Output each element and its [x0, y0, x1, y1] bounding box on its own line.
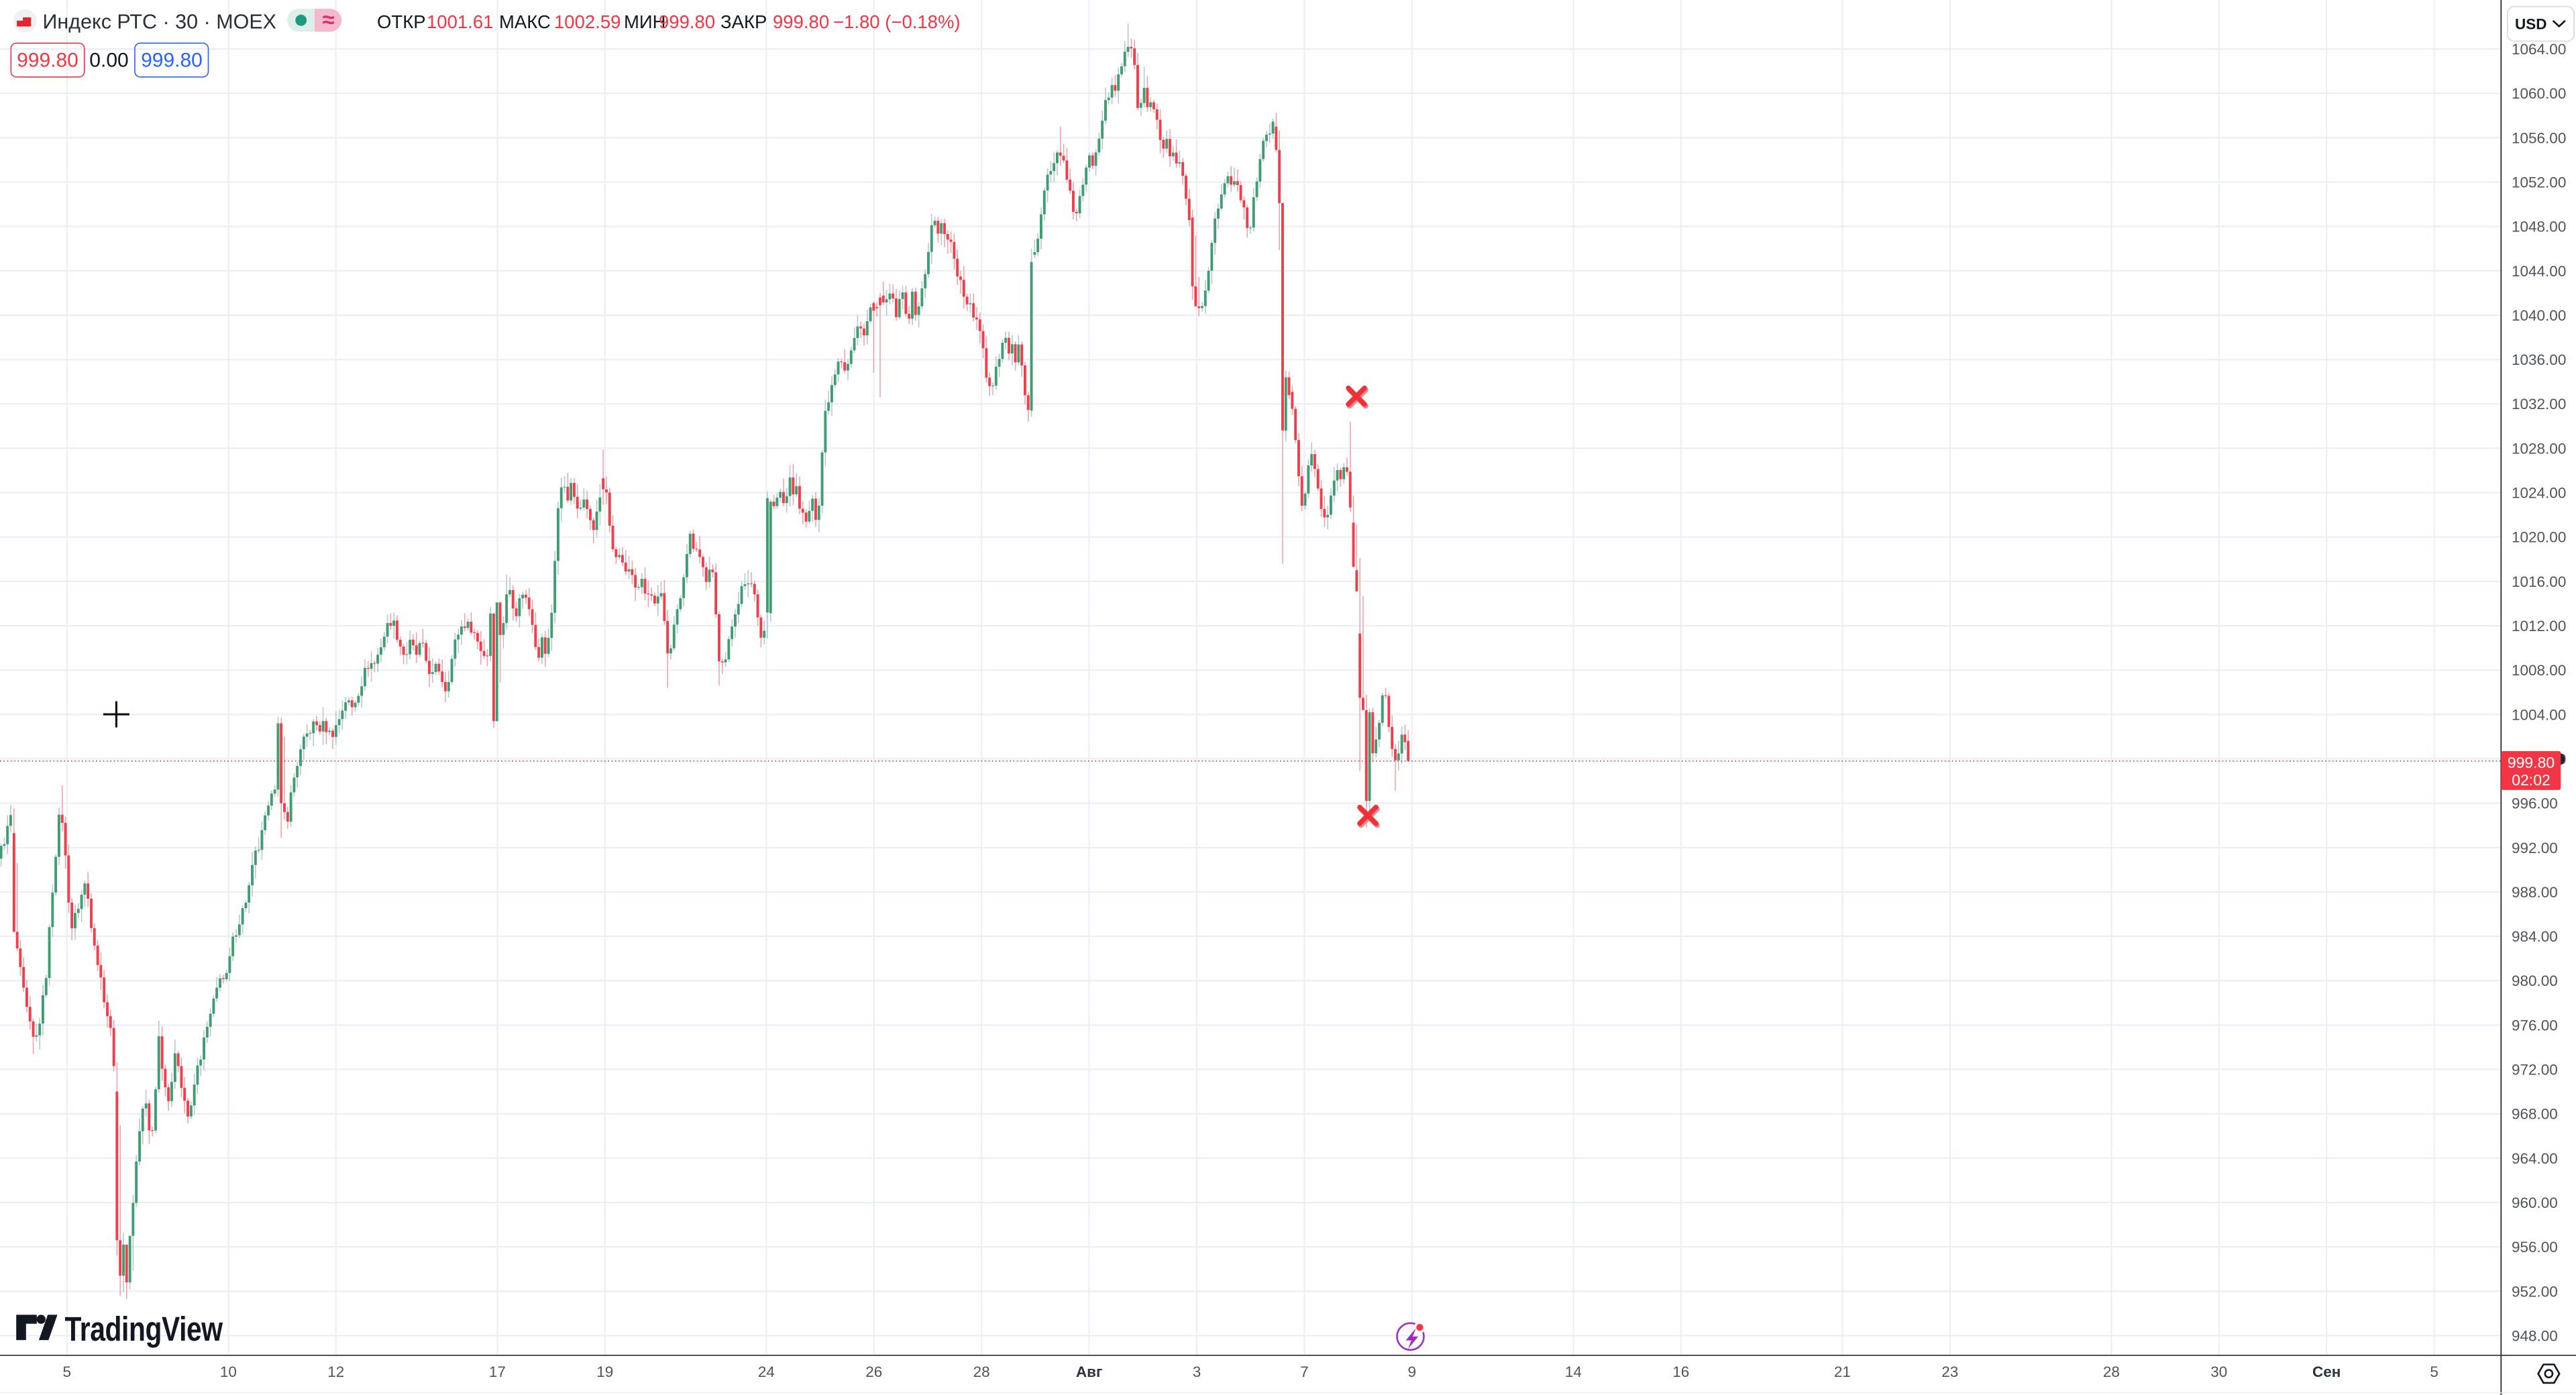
- svg-text:999.80: 999.80: [17, 50, 78, 72]
- svg-text:19: 19: [596, 1363, 613, 1380]
- svg-text:948.00: 948.00: [2512, 1327, 2558, 1344]
- svg-text:992.00: 992.00: [2512, 840, 2558, 856]
- svg-text:16: 16: [1672, 1363, 1689, 1380]
- svg-text:999.80: 999.80: [141, 50, 203, 72]
- svg-text:984.00: 984.00: [2512, 928, 2558, 945]
- svg-text:1048.00: 1048.00: [2512, 219, 2566, 235]
- svg-text:980.00: 980.00: [2512, 972, 2558, 989]
- svg-text:10: 10: [220, 1363, 237, 1380]
- svg-text:17: 17: [489, 1363, 506, 1380]
- svg-text:12: 12: [327, 1363, 344, 1380]
- svg-text:0.00: 0.00: [89, 50, 128, 72]
- svg-text:26: 26: [865, 1363, 882, 1380]
- svg-text:24: 24: [758, 1363, 775, 1380]
- svg-text:964.00: 964.00: [2512, 1150, 2558, 1167]
- svg-text:23: 23: [1941, 1363, 1958, 1380]
- svg-text:Индекс РТС · 30 · MOEX: Индекс РТС · 30 · MOEX: [43, 11, 277, 34]
- svg-text:1056.00: 1056.00: [2512, 129, 2566, 146]
- svg-text:1016.00: 1016.00: [2512, 573, 2566, 590]
- svg-text:≈: ≈: [322, 7, 334, 32]
- svg-text:5: 5: [2430, 1363, 2438, 1380]
- svg-text:996.00: 996.00: [2512, 795, 2558, 812]
- svg-text:1064.00: 1064.00: [2512, 41, 2566, 58]
- svg-text:1032.00: 1032.00: [2512, 396, 2566, 412]
- svg-text:1044.00: 1044.00: [2512, 263, 2566, 280]
- svg-text:30: 30: [2210, 1363, 2227, 1380]
- svg-text:7: 7: [1300, 1363, 1309, 1380]
- svg-text:999.80: 999.80: [2508, 754, 2555, 771]
- svg-text:1024.00: 1024.00: [2512, 485, 2566, 502]
- svg-text:1040.00: 1040.00: [2512, 307, 2566, 324]
- svg-text:1052.00: 1052.00: [2512, 174, 2566, 191]
- svg-text:9: 9: [1408, 1363, 1417, 1380]
- svg-text:952.00: 952.00: [2512, 1283, 2558, 1300]
- svg-text:28: 28: [2103, 1363, 2120, 1380]
- svg-text:28: 28: [973, 1363, 990, 1380]
- svg-text:1060.00: 1060.00: [2512, 85, 2566, 102]
- svg-text:1012.00: 1012.00: [2512, 618, 2566, 634]
- svg-text:21: 21: [1834, 1363, 1851, 1380]
- svg-text:1036.00: 1036.00: [2512, 351, 2566, 368]
- svg-text:02:02: 02:02: [2512, 771, 2551, 789]
- svg-text:976.00: 976.00: [2512, 1017, 2558, 1034]
- svg-text:968.00: 968.00: [2512, 1106, 2558, 1123]
- svg-text:988.00: 988.00: [2512, 884, 2558, 901]
- svg-text:Авг: Авг: [1076, 1363, 1102, 1380]
- svg-text:1004.00: 1004.00: [2512, 706, 2566, 723]
- svg-text:5: 5: [63, 1363, 72, 1380]
- svg-text:14: 14: [1565, 1363, 1582, 1380]
- svg-text:1020.00: 1020.00: [2512, 529, 2566, 546]
- svg-text:956.00: 956.00: [2512, 1239, 2558, 1256]
- svg-text:1008.00: 1008.00: [2512, 662, 2566, 679]
- svg-text:Сен: Сен: [2312, 1363, 2341, 1380]
- svg-text:960.00: 960.00: [2512, 1194, 2558, 1211]
- svg-text:1028.00: 1028.00: [2512, 440, 2566, 457]
- svg-text:972.00: 972.00: [2512, 1062, 2558, 1078]
- svg-text:USD: USD: [2515, 16, 2547, 33]
- svg-text:3: 3: [1193, 1363, 1201, 1380]
- svg-text:TradingView: TradingView: [65, 1309, 223, 1347]
